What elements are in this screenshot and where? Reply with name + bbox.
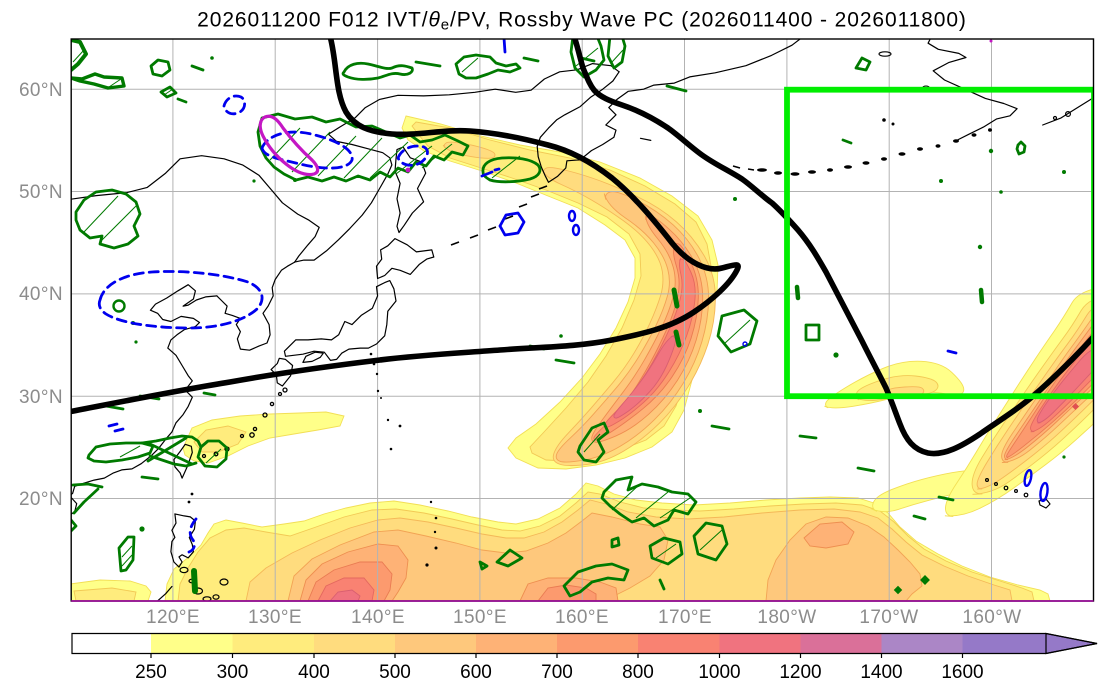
svg-text:170°W: 170°W bbox=[859, 607, 918, 628]
svg-text:170°E: 170°E bbox=[658, 607, 712, 628]
svg-text:700: 700 bbox=[541, 662, 573, 683]
svg-text:120°E: 120°E bbox=[146, 607, 200, 628]
svg-text:50°N: 50°N bbox=[19, 182, 63, 203]
svg-text:180°W: 180°W bbox=[757, 607, 816, 628]
svg-text:400: 400 bbox=[298, 662, 330, 683]
svg-text:1000: 1000 bbox=[698, 662, 740, 683]
svg-text:150°E: 150°E bbox=[453, 607, 507, 628]
svg-text:60°N: 60°N bbox=[19, 80, 63, 101]
svg-text:800: 800 bbox=[622, 662, 654, 683]
svg-text:2026011200 F012 IVT/θe/PV, Ros: 2026011200 F012 IVT/θe/PV, Rossby Wave P… bbox=[197, 9, 967, 34]
svg-text:250: 250 bbox=[135, 662, 167, 683]
svg-text:1200: 1200 bbox=[779, 662, 821, 683]
svg-text:500: 500 bbox=[379, 662, 411, 683]
svg-text:40°N: 40°N bbox=[19, 284, 63, 305]
svg-text:1400: 1400 bbox=[860, 662, 902, 683]
svg-text:140°E: 140°E bbox=[351, 607, 405, 628]
svg-text:30°N: 30°N bbox=[19, 387, 63, 408]
svg-text:160°W: 160°W bbox=[962, 607, 1021, 628]
svg-text:20°N: 20°N bbox=[19, 489, 63, 510]
svg-text:300: 300 bbox=[217, 662, 249, 683]
svg-text:1600: 1600 bbox=[941, 662, 983, 683]
svg-text:600: 600 bbox=[460, 662, 492, 683]
svg-text:130°E: 130°E bbox=[248, 607, 302, 628]
svg-text:160°E: 160°E bbox=[555, 607, 609, 628]
